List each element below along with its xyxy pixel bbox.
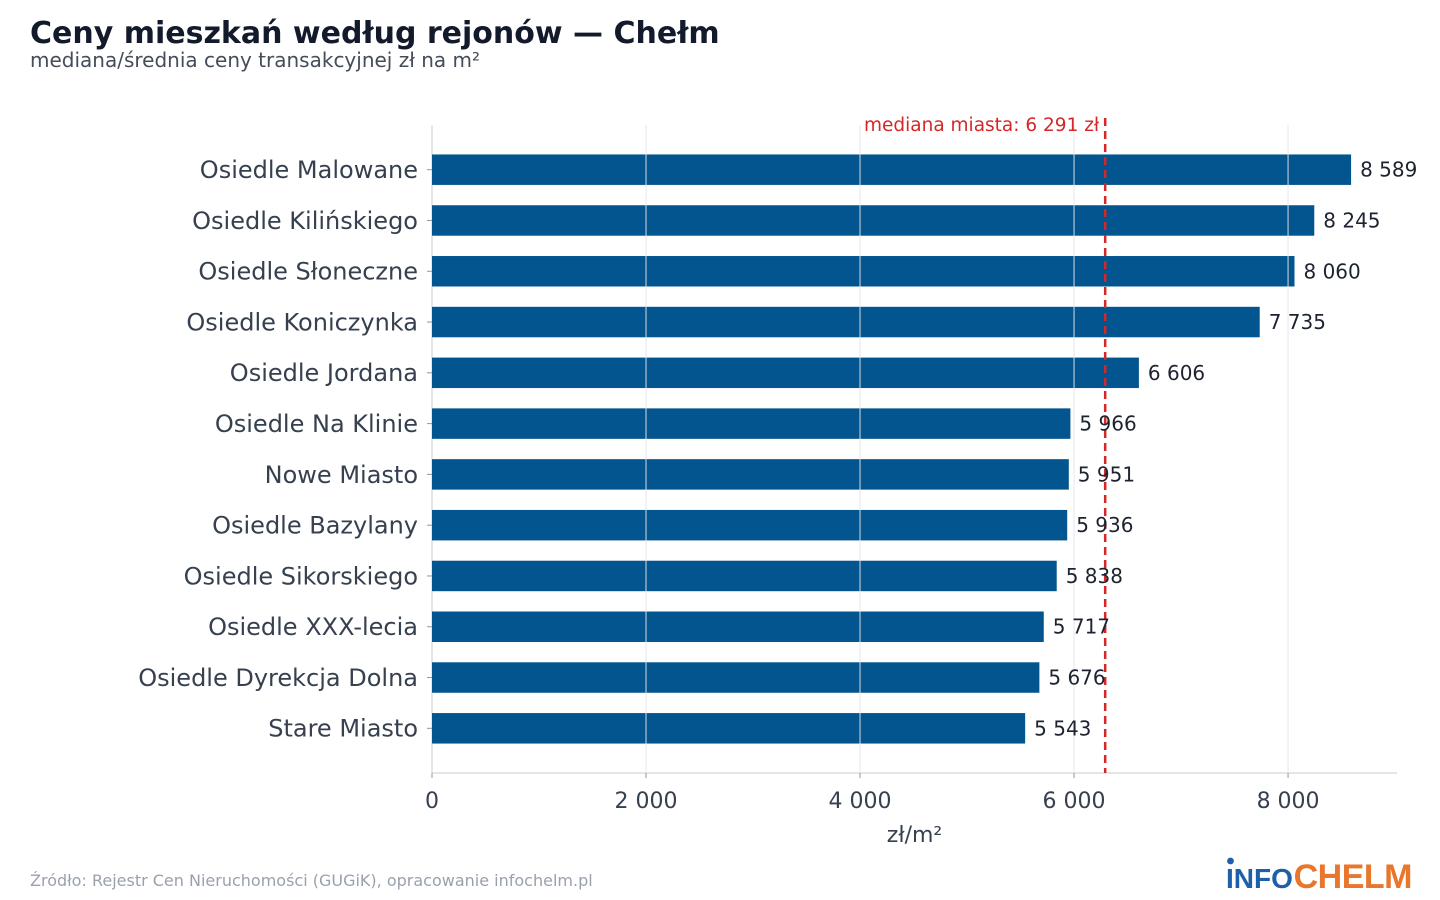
logo-info-text: INFO bbox=[1226, 863, 1293, 894]
category-label-osiedle-sikorskiego: Osiedle Sikorskiego bbox=[184, 562, 418, 590]
bar-osiedle-na-klinie bbox=[432, 408, 1071, 439]
value-label-osiedle-sloneczne: 8 060 bbox=[1303, 259, 1360, 283]
bar-osiedle-dyrekcja-dolna bbox=[432, 662, 1040, 693]
bar-stare-miasto bbox=[432, 713, 1026, 744]
value-label-stare-miasto: 5 543 bbox=[1034, 716, 1091, 740]
category-label-osiedle-malowane: Osiedle Malowane bbox=[200, 156, 418, 184]
x-tick-label: 8 000 bbox=[1257, 789, 1320, 814]
source-note: Źródło: Rejestr Cen Nieruchomości (GUGiK… bbox=[30, 871, 593, 890]
chart-title: Ceny mieszkań według rejonów — Chełm bbox=[30, 16, 720, 51]
bar-osiedle-kilinskiego bbox=[432, 205, 1315, 236]
category-label-osiedle-jordana: Osiedle Jordana bbox=[230, 359, 418, 387]
value-label-osiedle-sikorskiego: 5 838 bbox=[1066, 564, 1123, 588]
value-labels-group: 8 589 8 245 8 060 7 735 6 606 5 966 5 951 5 936… bbox=[1034, 158, 1417, 741]
value-label-osiedle-na-klinie: 5 966 bbox=[1079, 412, 1136, 436]
category-label-osiedle-dyrekcja-dolna: Osiedle Dyrekcja Dolna bbox=[138, 664, 418, 692]
bars-group bbox=[432, 154, 1352, 744]
value-label-osiedle-bazylany: 5 936 bbox=[1076, 513, 1133, 537]
logo-dot-icon bbox=[1227, 857, 1234, 865]
category-label-osiedle-na-klinie: Osiedle Na Klinie bbox=[215, 410, 418, 438]
bar-osiedle-sikorskiego bbox=[432, 560, 1057, 592]
bar-osiedle-jordana bbox=[432, 357, 1139, 389]
value-label-osiedle-kilinskiego: 8 245 bbox=[1323, 208, 1380, 232]
x-tick-label: 0 bbox=[425, 789, 439, 814]
category-label-osiedle-kilinskiego: Osiedle Kilińskiego bbox=[192, 207, 418, 235]
bar-osiedle-koniczynka bbox=[432, 306, 1260, 338]
bar-osiedle-malowane bbox=[432, 154, 1352, 185]
x-tick-label: 4 000 bbox=[829, 789, 892, 814]
category-label-nowe-miasto: Nowe Miasto bbox=[265, 461, 418, 489]
bar-osiedle-sloneczne bbox=[432, 256, 1295, 287]
x-tick-label: 6 000 bbox=[1043, 789, 1106, 814]
logo-chelm-text: CHELM bbox=[1294, 858, 1412, 896]
bar-osiedle-xxx-lecia bbox=[432, 611, 1044, 642]
value-label-osiedle-jordana: 6 606 bbox=[1148, 361, 1205, 385]
category-label-osiedle-xxx-lecia: Osiedle XXX-lecia bbox=[208, 613, 418, 641]
gridlines-group bbox=[645, 125, 1289, 773]
chart-subtitle: mediana/średnia ceny transakcyjnej zł na… bbox=[30, 48, 480, 72]
category-label-osiedle-sloneczne: Osiedle Słoneczne bbox=[198, 258, 418, 286]
bar-nowe-miasto bbox=[432, 459, 1069, 490]
infochelm-logo: INFO CHELM bbox=[1226, 857, 1413, 896]
value-label-osiedle-dyrekcja-dolna: 5 676 bbox=[1048, 666, 1105, 690]
category-label-osiedle-bazylany: Osiedle Bazylany bbox=[212, 512, 418, 540]
x-ticks-group: 0 2 000 4 000 6 000 8 000 bbox=[425, 773, 1320, 814]
median-reference-label: mediana miasta: 6 291 zł bbox=[864, 115, 1100, 136]
x-axis-label: zł/m² bbox=[887, 823, 942, 848]
category-label-osiedle-koniczynka: Osiedle Koniczynka bbox=[186, 308, 418, 336]
value-label-osiedle-xxx-lecia: 5 717 bbox=[1053, 615, 1110, 639]
value-label-nowe-miasto: 5 951 bbox=[1078, 462, 1135, 486]
category-labels-group: Osiedle Malowane Osiedle Kilińskiego Osied… bbox=[138, 156, 418, 743]
reference-line-group: mediana miasta: 6 291 zł bbox=[864, 115, 1107, 773]
plot-area: mediana miasta: 6 291 zł Osiedle Malowan… bbox=[138, 115, 1417, 814]
category-label-stare-miasto: Stare Miasto bbox=[268, 715, 418, 743]
value-label-osiedle-malowane: 8 589 bbox=[1360, 158, 1417, 182]
bar-osiedle-bazylany bbox=[432, 509, 1068, 541]
x-tick-label: 2 000 bbox=[615, 789, 678, 814]
value-label-osiedle-koniczynka: 7 735 bbox=[1269, 310, 1326, 334]
